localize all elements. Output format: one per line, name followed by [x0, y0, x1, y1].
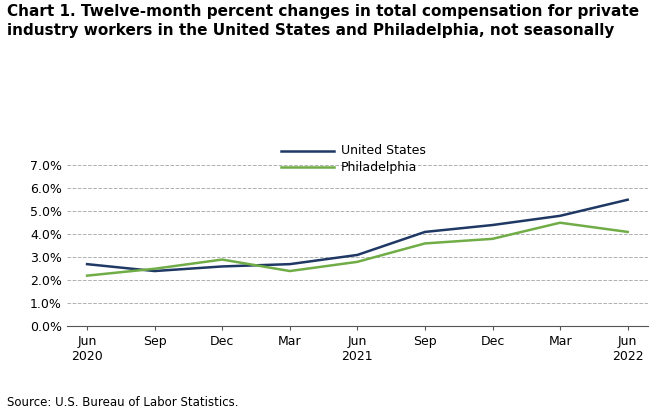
Text: Philadelphia: Philadelphia: [341, 161, 417, 174]
Text: United States: United States: [341, 144, 426, 157]
Text: Source: U.S. Bureau of Labor Statistics.: Source: U.S. Bureau of Labor Statistics.: [7, 396, 238, 409]
Text: Chart 1. Twelve-month percent changes in total compensation for private
industry: Chart 1. Twelve-month percent changes in…: [7, 4, 639, 38]
